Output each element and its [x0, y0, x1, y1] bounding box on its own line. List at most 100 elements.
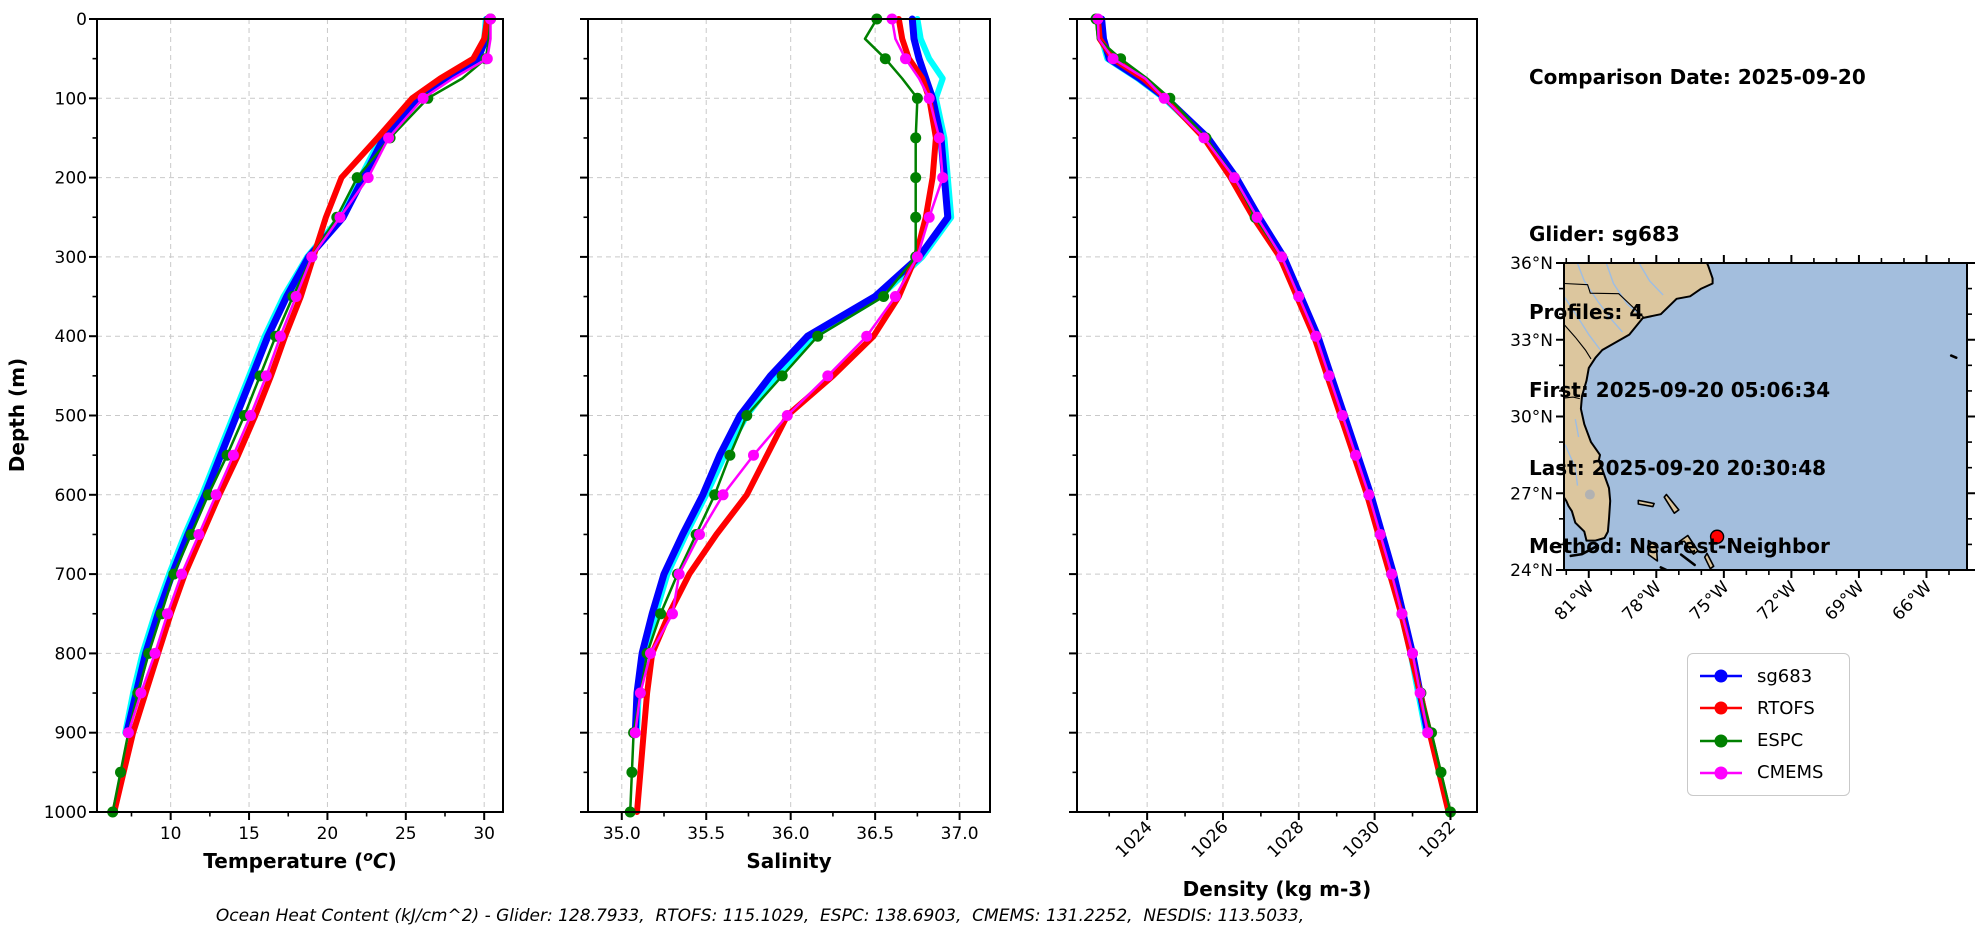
y-tick-label: 0	[76, 10, 87, 30]
series-ESPC-marker	[776, 370, 788, 382]
series-ESPC-marker	[910, 132, 922, 144]
map-island	[1647, 539, 1659, 562]
series-CMEMS-marker	[245, 410, 257, 421]
series-ESPC-marker	[351, 172, 363, 184]
x-tick-label: 15	[238, 824, 260, 844]
legend-label: CMEMS	[1757, 762, 1824, 784]
x-tick-label: 1028	[1264, 817, 1309, 862]
series-CMEMS-marker	[1386, 568, 1398, 580]
x-tick-label: 35.5	[687, 824, 725, 844]
series-sg683-raw-line	[1096, 16, 1429, 736]
map-lat-label: 27°N	[1510, 484, 1553, 504]
series-CMEMS-marker	[937, 172, 949, 184]
map-lat-label: 30°N	[1510, 408, 1553, 428]
series-ESPC-marker	[910, 172, 922, 184]
x-tick-label: 1024	[1112, 817, 1157, 862]
series-CMEMS-line	[127, 17, 492, 734]
series-CMEMS-marker	[227, 449, 239, 461]
map-state-border	[1564, 396, 1580, 400]
legend-entry-sg683: sg683	[1698, 666, 1839, 687]
series-ESPC-marker	[709, 489, 721, 501]
series-ESPC-marker	[185, 529, 197, 540]
series-CMEMS-marker	[1374, 529, 1386, 540]
series-CMEMS-marker	[383, 132, 395, 144]
map-state-border	[1564, 282, 1645, 318]
legend-label: sg683	[1757, 665, 1813, 687]
series-CMEMS-marker	[362, 172, 374, 184]
series-CMEMS-marker	[717, 489, 729, 501]
legend-entry-ESPC: ESPC	[1698, 730, 1839, 751]
y-tick-label: 1000	[44, 803, 87, 823]
series-CMEMS-marker	[149, 647, 161, 659]
map-lat-label: 24°N	[1510, 561, 1553, 581]
x-tick-label: 30	[473, 824, 495, 844]
series-CMEMS-marker	[911, 251, 923, 263]
x-tick-label: 1030	[1339, 817, 1384, 862]
series-CMEMS-marker	[634, 687, 646, 699]
legend-label: ESPC	[1757, 730, 1804, 752]
legend-line-marker-icon	[1700, 734, 1742, 748]
x-tick-label: 10	[160, 824, 182, 844]
series-CMEMS-marker	[933, 132, 945, 144]
series-CMEMS-marker	[417, 92, 429, 104]
series-sg683-raw-line	[122, 16, 489, 736]
map-river	[1638, 263, 1664, 296]
series-CMEMS-marker	[1107, 53, 1119, 65]
series-CMEMS-marker	[1228, 172, 1240, 184]
series-CMEMS-marker	[1251, 211, 1263, 223]
series-CMEMS-marker	[1323, 370, 1335, 382]
x-tick-label: 37.0	[941, 824, 979, 844]
series-CMEMS-marker	[900, 53, 911, 65]
info-gap	[1529, 142, 1866, 169]
series-CMEMS-marker	[162, 608, 173, 620]
map-lon-label: 66°W	[1889, 577, 1936, 624]
glider-line: Glider: sg683	[1529, 222, 1680, 246]
glider-position-marker	[1709, 529, 1725, 544]
depth-axis-label: Depth (m)	[5, 358, 29, 472]
series-ESPC-marker	[879, 53, 891, 65]
series-CMEMS-marker	[667, 608, 678, 620]
series-sg683-line	[631, 15, 952, 737]
map-island	[1678, 534, 1699, 555]
series-CMEMS-marker	[306, 251, 318, 263]
legend-entry-RTOFS: RTOFS	[1698, 698, 1839, 719]
y-tick-label: 400	[55, 327, 87, 347]
series-CMEMS-marker	[1396, 608, 1408, 620]
series-CMEMS-line	[634, 17, 944, 734]
series-CMEMS-marker	[1293, 291, 1305, 302]
temperature-plot: 10 15 20 25 30010020030040050060070080090010…	[5, 10, 504, 873]
map-river	[1564, 295, 1601, 350]
legend: sg683 RTOFS ESPC CMEMS	[1687, 653, 1850, 796]
legend-label: RTOFS	[1757, 697, 1815, 719]
series-CMEMS-marker	[1422, 727, 1434, 739]
legend-line-marker-icon	[1700, 669, 1742, 683]
series-CMEMS-marker	[923, 92, 935, 104]
x-tick-label: 1032	[1415, 817, 1460, 862]
series-CMEMS-marker	[1350, 449, 1362, 461]
series-sg683-raw-line	[634, 16, 955, 736]
map-island-chain	[1949, 354, 1958, 359]
density-plot: 1024 1026 1028 1030 1032 Density (kg m-3)	[1069, 13, 1478, 901]
map-island-chain	[1679, 553, 1696, 567]
series-CMEMS-marker	[645, 647, 656, 659]
comparison-date-line: Comparison Date: 2025-09-20	[1529, 65, 1866, 89]
x-tick-label: 20	[317, 824, 339, 844]
series-CMEMS-marker	[290, 291, 302, 302]
series-CMEMS-marker	[1198, 132, 1210, 144]
y-tick-label: 500	[55, 407, 87, 427]
series-CMEMS-marker	[1336, 410, 1348, 421]
series-ESPC-marker	[168, 568, 180, 580]
y-tick-label: 900	[55, 724, 87, 744]
map-lat-label: 36°N	[1510, 254, 1553, 274]
map-river	[1564, 444, 1579, 486]
series-CMEMS-marker	[1310, 330, 1322, 342]
map-island	[1637, 499, 1655, 508]
density-axis-label: Density (kg m-3)	[1183, 877, 1372, 901]
series-sg683-line	[1098, 15, 1432, 737]
series-CMEMS-marker	[481, 53, 493, 65]
series-CMEMS-marker	[1414, 687, 1426, 699]
series-CMEMS-marker	[193, 529, 205, 540]
method-line: Method: Nearest-Neighbor	[1529, 534, 1830, 558]
